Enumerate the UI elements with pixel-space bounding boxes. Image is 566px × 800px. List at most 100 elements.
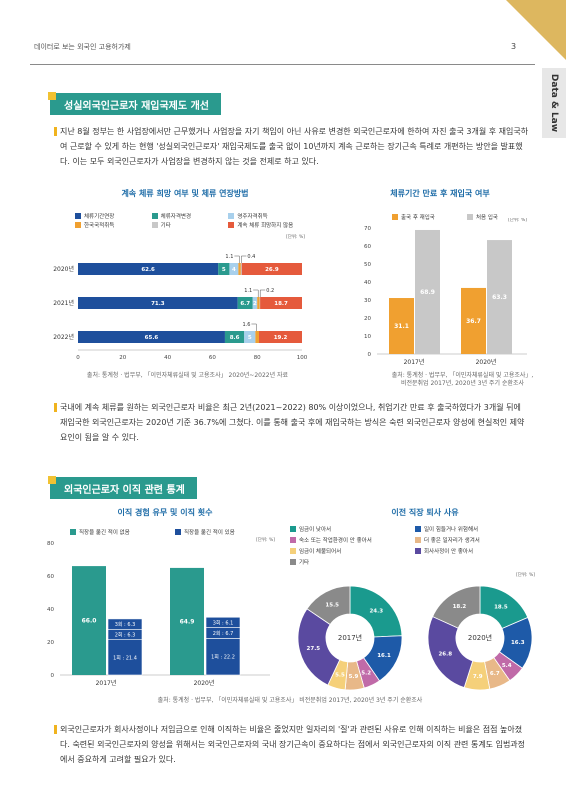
paragraph-reentry-intro: 지난 8월 정부는 한 사업장에서만 근무했거나 사업장을 자기 책임이 아닌 …	[54, 124, 530, 169]
bar-segment	[238, 263, 241, 275]
legend-swatch	[415, 526, 421, 532]
bar-moved-segment	[107, 618, 143, 630]
bullet-mark	[54, 127, 57, 136]
legend-label: 일이 힘들거나 위험해서	[424, 527, 479, 533]
legend-swatch	[228, 222, 235, 228]
legend-item: 숙소 또는 작업환경이 안 좋아서	[290, 536, 372, 544]
legend-swatch	[70, 529, 76, 535]
chart2-title: 체류기간 만료 후 재입국 여부	[390, 189, 490, 198]
bar-segment	[218, 263, 230, 275]
chart4-unit: [단위: %]	[516, 571, 535, 578]
chart1-source: 출처: 통계청 · 법무부, 「이민자체류실태 및 고용조사」 2020년~20…	[86, 372, 289, 379]
slice-label: 5.5	[335, 673, 345, 679]
donut-center-label: 2017년	[338, 633, 362, 642]
legend-item: 영주자격취득	[228, 212, 268, 220]
slice-label: 5.2	[361, 670, 371, 676]
chart3-unit: [단위: %]	[256, 536, 275, 543]
bar-label: 4	[232, 267, 236, 273]
section-title-job-change: 외국인근로자 이직 관련 통계	[48, 476, 197, 499]
legend-swatch	[151, 222, 158, 228]
bar-segment	[241, 263, 302, 275]
bar-label: 62.6	[141, 267, 155, 273]
chart2-source-line1: 출처: 통계청 · 법무부, 「이민자체류실태 및 고용조사」,	[391, 372, 534, 379]
callout-label: 1.1	[244, 288, 252, 294]
bar-segment	[229, 263, 239, 275]
bar-label: 8.6	[230, 335, 240, 341]
bar	[415, 229, 440, 354]
bar-label: 5	[248, 335, 252, 341]
header-divider	[30, 64, 535, 65]
legend-swatch	[290, 526, 296, 532]
bar	[487, 240, 512, 354]
bar-segment	[78, 331, 225, 343]
legend-label: 처음 입국	[476, 215, 498, 221]
chart4-title: 이전 직장 퇴사 사유	[391, 508, 459, 517]
bar-label: 26.9	[265, 267, 279, 273]
bar-label: 18.7	[274, 301, 288, 307]
paragraph-text: 외국인근로자가 회사사정이나 저임금으로 인해 이직하는 비율은 줄었지만 일자…	[60, 725, 526, 764]
chart3-plot: [단위: %] 0 20 40 60 80 66.0 1회 : 21.4 2회 : 6.3 3회 …	[47, 536, 275, 687]
bar-segment	[78, 263, 219, 275]
bar-segment	[244, 331, 256, 343]
donut-slice	[306, 585, 351, 626]
bar-segment	[78, 297, 238, 309]
x-tick-label: 0	[76, 355, 80, 361]
callout-line	[251, 323, 257, 331]
bar-label: 1회 : 21.4	[113, 654, 137, 661]
slice-label: 18.2	[453, 604, 467, 610]
chart2-plot: [단위: %] 0 10 20 30 40 50 60 70 31.1 68.9 2017년 36.7 6…	[364, 218, 527, 366]
paragraph-reentry-stats: 국내에 계속 체류를 원하는 외국인근로자 비율은 최근 2년(2021~202…	[54, 400, 530, 445]
bullet-mark	[54, 403, 57, 412]
y-tick-label: 0	[368, 352, 372, 358]
y-tick-label: 40	[47, 607, 54, 613]
legend-item: 계속 체류 희망하지 않음	[228, 221, 293, 229]
x-category-label: 2017년	[96, 679, 117, 687]
y-tick-label: 20	[364, 316, 371, 322]
legend-item: 임금이 체불되어서	[290, 547, 341, 555]
legend-item: 회사사정이 안 좋아서	[415, 547, 473, 555]
legend-swatch	[75, 222, 81, 228]
bar-segment	[224, 331, 245, 343]
chart2-unit: [단위: %]	[508, 218, 527, 223]
bar-stayed	[170, 567, 204, 675]
bar-label: 31.1	[394, 323, 409, 330]
bar-label: 3회 : 6.3	[115, 621, 136, 628]
slice-label: 5.9	[349, 674, 359, 680]
legend-label: 계속 체류 희망하지 않음	[237, 223, 294, 229]
y-category-label: 2021년	[53, 299, 74, 307]
callout-label: 0.4	[247, 254, 255, 260]
x-category-label: 2020년	[476, 358, 497, 366]
slice-label: 15.5	[325, 602, 339, 608]
chart4-legend: 임금이 낮아서 일이 힘들거나 위험해서 숙소 또는 작업환경이 안 좋아서 더 좋은…	[290, 525, 540, 575]
legend-swatch	[75, 213, 81, 219]
legend-label: 기타	[299, 560, 310, 566]
legend-label: 기타	[160, 223, 171, 229]
donut-slice	[432, 585, 481, 629]
y-tick-label: 70	[364, 226, 371, 232]
legend-item: 직장을 옮긴 적이 있음	[175, 528, 235, 536]
legend-swatch	[151, 213, 158, 219]
bar-label: 1회 : 22.2	[211, 654, 235, 661]
bar-segment	[257, 297, 260, 309]
y-tick-label: 40	[364, 280, 371, 286]
bar-label: 68.9	[420, 289, 435, 296]
legend-swatch	[290, 537, 296, 543]
legend-swatch	[415, 548, 421, 554]
bar-label: 2회 : 6.7	[213, 630, 234, 637]
x-tick-label: 100	[297, 355, 308, 361]
bar-label: 36.7	[466, 318, 481, 325]
legend-item: 직장을 옮긴 적이 없음	[70, 528, 130, 536]
callout-line	[234, 255, 240, 263]
chart2-source-line2: 비전문취업 2017년, 2020년 3년 주기 순환조사	[400, 380, 525, 387]
bar-label: 64.9	[180, 618, 195, 625]
bar-moved-segment	[205, 616, 241, 628]
callout-label: 1.1	[225, 254, 233, 260]
legend-label: 숙소 또는 작업환경이 안 좋아서	[299, 538, 372, 544]
bar-label: 2	[253, 301, 257, 307]
bullet-mark	[54, 725, 57, 734]
slice-label: 6.7	[490, 671, 500, 677]
donut-slice	[427, 616, 474, 689]
bar	[389, 298, 414, 354]
bar-label: 19.2	[274, 335, 288, 341]
donut-center-label: 2020년	[468, 633, 492, 642]
